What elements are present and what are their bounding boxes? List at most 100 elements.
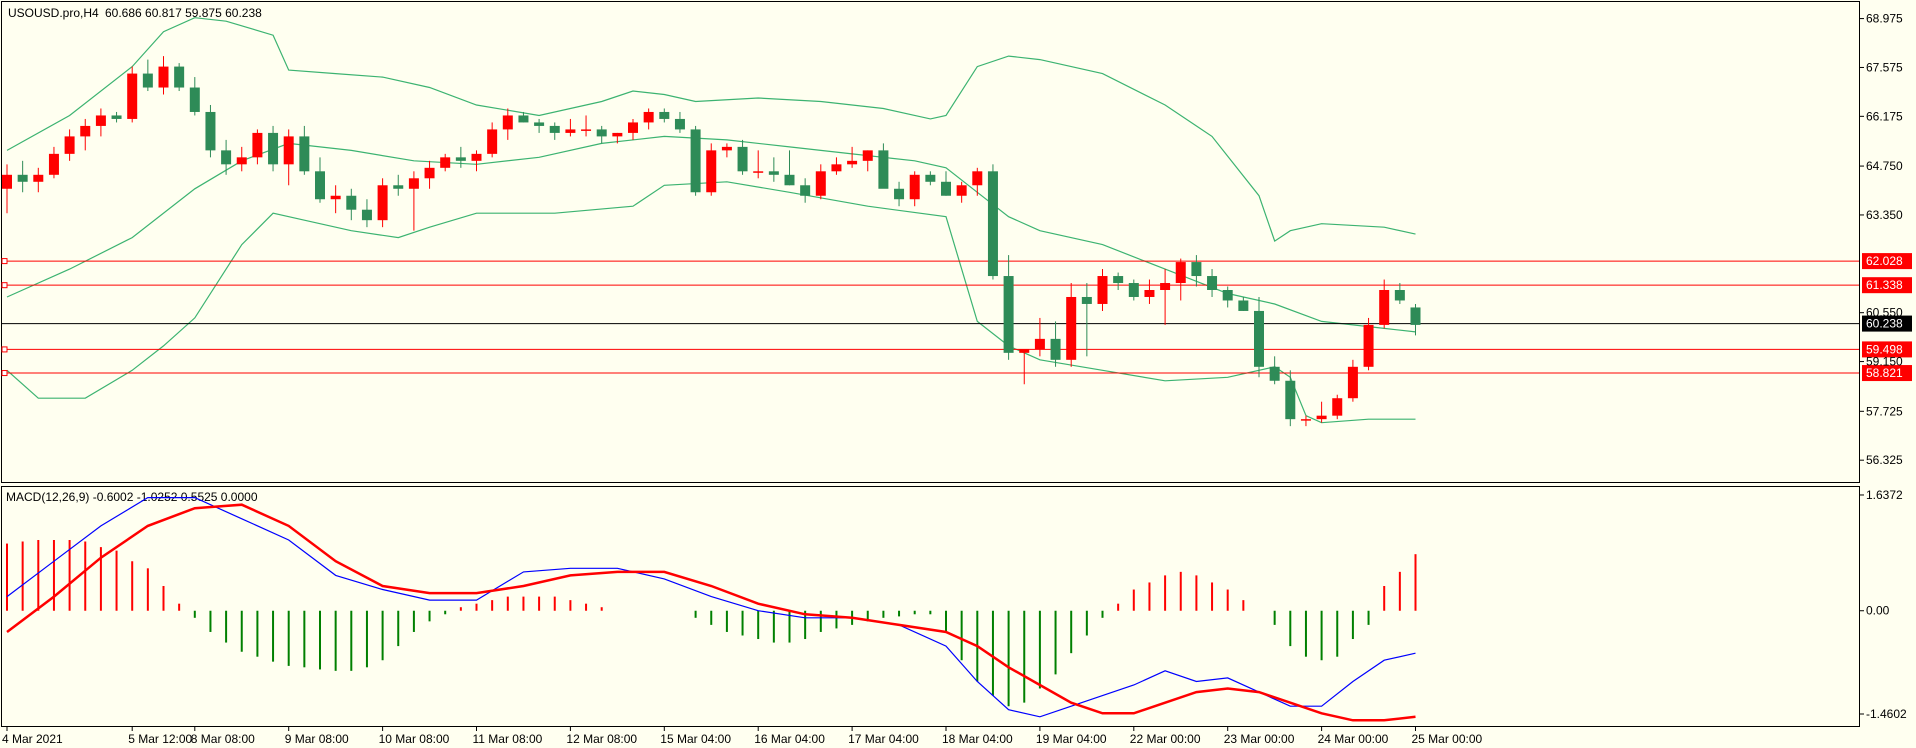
candle [95,108,106,137]
candle [690,125,701,196]
x-tick-label: 10 Mar 08:00 [379,732,450,746]
candle [972,167,983,196]
candle-body [753,171,764,173]
candle [956,181,967,203]
candle-body [174,66,185,88]
candle [941,171,951,196]
candle [80,118,91,151]
candle-body [596,129,607,137]
x-tick-label: 17 Mar 04:00 [848,732,919,746]
candle-body [1034,338,1045,350]
candle-body [894,188,905,200]
candle [174,63,185,92]
y-tick-label: 68.975 [1866,12,1903,26]
candle [1238,296,1249,311]
candle [815,164,826,200]
candle-body [424,167,435,179]
candle [471,150,482,172]
candle-body [659,111,670,119]
candle-body [674,118,685,130]
candle-body [17,174,28,182]
candle [1144,279,1155,304]
candle [1269,356,1280,385]
candle-body [847,160,858,165]
bollinger-mid-band [6,135,1416,333]
candle [252,129,263,165]
candle-body [221,150,232,165]
candle-body [800,185,811,196]
candle [1160,269,1171,325]
candle [1034,317,1045,357]
candle [612,132,623,144]
candle [831,157,842,175]
current-price-tag [1862,315,1912,332]
candle [2,164,12,214]
level-tag [1862,277,1912,294]
candle [659,108,670,123]
candle [205,104,216,158]
candle [534,118,545,133]
candle [487,122,498,158]
signal-line [6,503,1416,722]
candle-body [1254,310,1264,367]
x-tick-label: 23 Mar 00:00 [1224,732,1295,746]
candle-body [643,111,654,123]
candle [1128,279,1139,301]
candle-body [878,150,889,189]
x-tick-label: 19 Mar 04:00 [1036,732,1107,746]
candle [1019,349,1030,385]
candle-body [831,164,842,172]
candle-body [158,66,169,88]
candle-body [393,185,404,189]
candle-body [987,171,998,277]
candle-body [440,157,451,168]
candle-body [1191,262,1202,277]
candle [800,178,811,203]
candle [909,171,920,207]
candle [1410,303,1421,336]
candle [48,146,59,179]
candle [1394,283,1405,304]
candle [1363,317,1374,371]
candle-body [299,136,310,172]
level-tag [1862,365,1912,382]
candle-body [252,132,263,158]
x-tick-label: 9 Mar 08:00 [285,732,349,746]
candle-body [1113,276,1124,284]
candle-body [612,132,623,137]
candle [64,129,75,161]
candle [565,118,576,137]
candle [408,171,419,231]
candle [502,108,513,140]
candle [925,171,936,186]
candle [894,181,905,207]
candle-body [941,181,951,196]
candle-body [581,129,592,131]
candle-body [1300,419,1311,421]
candle-body [721,146,732,151]
candle [330,185,341,214]
candle-body [127,73,138,119]
candle [236,146,247,172]
candle-body [283,136,294,165]
level-tag-label: 62.028 [1866,254,1903,268]
level-tag-label: 59.498 [1866,342,1903,356]
candle-body [346,195,357,210]
candle-body [189,87,200,112]
candle-body [1363,324,1374,367]
candle [596,125,607,144]
level-tag [1862,253,1912,270]
candle [1207,269,1218,297]
x-tick-label: 8 Mar 08:00 [191,732,255,746]
candle [581,115,592,137]
level-anchor [1,258,8,265]
main-panel-border [1,1,1860,483]
candle [737,139,748,175]
candle-body [361,209,372,221]
y-tick-label: 66.175 [1866,109,1903,123]
candle [987,164,998,280]
candle-body [205,111,216,151]
candle-body [1175,262,1186,284]
y-tick-label: 57.725 [1866,404,1903,418]
